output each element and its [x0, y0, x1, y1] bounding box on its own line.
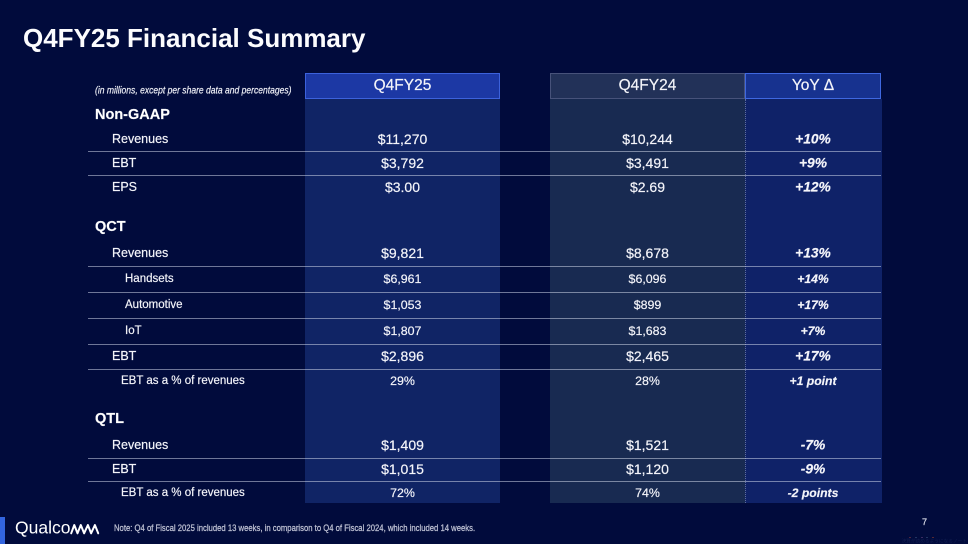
svg-text:Qualco: Qualco: [15, 517, 70, 537]
